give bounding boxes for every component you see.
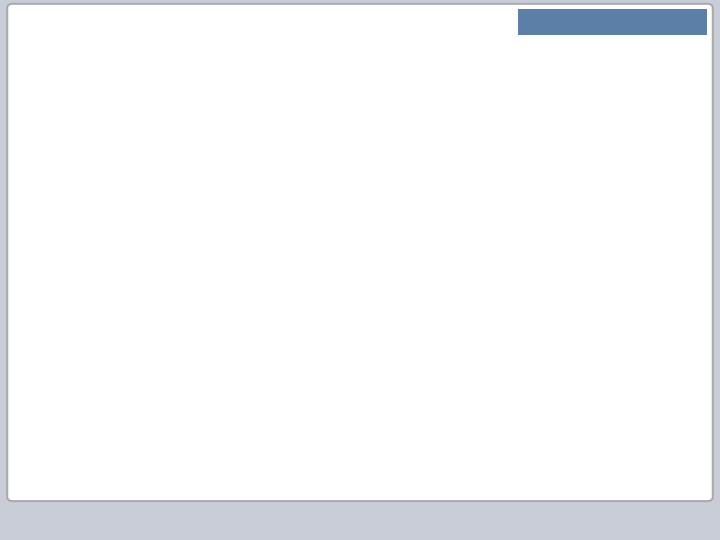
- Bar: [164, 145, 258, 170]
- Text: Sink: Sink: [84, 290, 106, 300]
- FancyBboxPatch shape: [27, 453, 120, 489]
- Bar: [305, 453, 415, 487]
- Bar: [161, 340, 240, 365]
- Text: Modulation: Modulation: [312, 190, 370, 200]
- Bar: [308, 170, 374, 221]
- Text: Analog
Processing: Analog Processing: [420, 184, 477, 206]
- Text: Digital: Digital: [148, 389, 225, 409]
- Bar: [530, 155, 600, 189]
- Text: •A typical digital communication system: •A typical digital communication system: [34, 79, 463, 98]
- Text: De-
modulation: De- modulation: [311, 285, 371, 306]
- Text: Source
Coding: Source Coding: [160, 184, 196, 206]
- Bar: [141, 170, 215, 221]
- Text: Slide by Prof. Robert W. Heath, Jr., UT Austin, rheath@ece.utexas.edu: Slide by Prof. Robert W. Heath, Jr., UT …: [204, 443, 516, 453]
- Bar: [412, 170, 485, 221]
- Text: Channel: Channel: [415, 252, 472, 265]
- Text: Source
Decoding: Source Decoding: [153, 285, 202, 306]
- Text: Transmitter: Transmitter: [170, 151, 251, 164]
- Text: Channel
Coding: Channel Coding: [240, 184, 282, 206]
- Bar: [225, 269, 297, 321]
- Text: Propagation
Medium: Propagation Medium: [539, 254, 601, 275]
- Text: Source: Source: [76, 190, 112, 200]
- Text: NATIONAL
INSTRUMENTS: NATIONAL INSTRUMENTS: [617, 462, 690, 481]
- Text: Analog
Processing: Analog Processing: [420, 285, 477, 306]
- FancyBboxPatch shape: [598, 454, 616, 483]
- Text: UT  ECE: UT ECE: [339, 465, 381, 475]
- Bar: [530, 233, 610, 296]
- Bar: [61, 269, 127, 321]
- Text: Wireless Comm. Lab: Overview: Wireless Comm. Lab: Overview: [41, 35, 502, 61]
- Bar: [308, 269, 374, 321]
- Text: Receiver: Receiver: [170, 346, 231, 359]
- Text: Physical
world: Physical world: [536, 158, 593, 186]
- Bar: [225, 170, 297, 221]
- Bar: [412, 269, 485, 321]
- Text: Channel
Decoding: Channel Decoding: [236, 285, 286, 306]
- Text: ni.com: ni.com: [52, 465, 96, 478]
- Text: Analog: Analog: [423, 389, 505, 409]
- Bar: [412, 246, 474, 271]
- Bar: [141, 269, 215, 321]
- Bar: [61, 170, 127, 221]
